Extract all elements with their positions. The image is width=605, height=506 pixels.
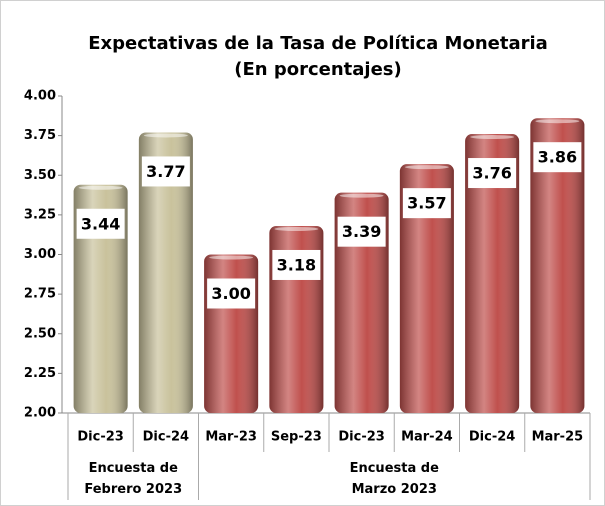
value-label-box (272, 249, 321, 280)
y-tick-label: 4.00 (24, 89, 56, 104)
bar-shade (530, 118, 585, 413)
group-label: Encuesta de Marzo 2023 (349, 461, 439, 497)
x-tick-label: Dic-24 (143, 430, 189, 445)
value-label-box (468, 158, 517, 189)
y-tick-label: 2.50 (24, 326, 56, 341)
x-tick-label: Mar-23 (205, 430, 257, 445)
x-tick-label: Dic-23 (77, 430, 123, 445)
value-label-box (402, 188, 451, 219)
bar-shade (204, 254, 259, 413)
value-label: 3.57 (407, 194, 446, 213)
value-label-box (207, 278, 256, 309)
y-tick-label: 3.00 (24, 247, 56, 262)
bar-shade (399, 164, 454, 413)
value-label-box (533, 142, 582, 173)
y-tick-label: 3.25 (24, 207, 56, 222)
value-label-box (76, 208, 125, 239)
bar-cap (535, 119, 580, 124)
bar-cap (339, 193, 384, 198)
x-tick-label: Sep-23 (271, 430, 322, 445)
x-tick-label: Dic-24 (469, 430, 515, 445)
bar-shade (465, 134, 520, 414)
y-tick-label: 3.50 (24, 168, 56, 183)
value-label: 3.76 (472, 164, 511, 183)
y-tick-label: 3.75 (24, 128, 56, 143)
bar-shade (138, 132, 193, 413)
bar-cap (143, 133, 188, 138)
x-tick-label: Mar-25 (532, 430, 584, 445)
bar-cap (209, 255, 254, 260)
y-tick-label: 2.75 (24, 287, 56, 302)
bar-shade (334, 192, 389, 413)
value-label: 3.00 (211, 284, 250, 303)
bar-cap (78, 185, 123, 190)
y-tick-label: 2.25 (24, 366, 56, 381)
chart-title: Expectativas de la Tasa de Política Mone… (88, 33, 548, 54)
x-tick-label: Dic-23 (338, 430, 384, 445)
value-label-box (337, 216, 386, 247)
x-tick-label: Mar-24 (401, 430, 453, 445)
bar-cap (404, 165, 449, 170)
bar-cap (470, 135, 515, 140)
bar-shade (73, 184, 128, 413)
chart-subtitle: (En porcentajes) (234, 59, 402, 80)
value-label: 3.39 (342, 222, 381, 241)
value-label: 3.77 (146, 162, 185, 181)
value-label-box (141, 156, 190, 187)
y-tick-label: 2.00 (24, 406, 56, 421)
group-label: Encuesta de Febrero 2023 (84, 461, 183, 497)
value-label: 3.18 (277, 255, 316, 274)
bar-cap (274, 226, 319, 231)
value-label: 3.86 (538, 148, 577, 167)
value-label: 3.44 (81, 214, 120, 233)
